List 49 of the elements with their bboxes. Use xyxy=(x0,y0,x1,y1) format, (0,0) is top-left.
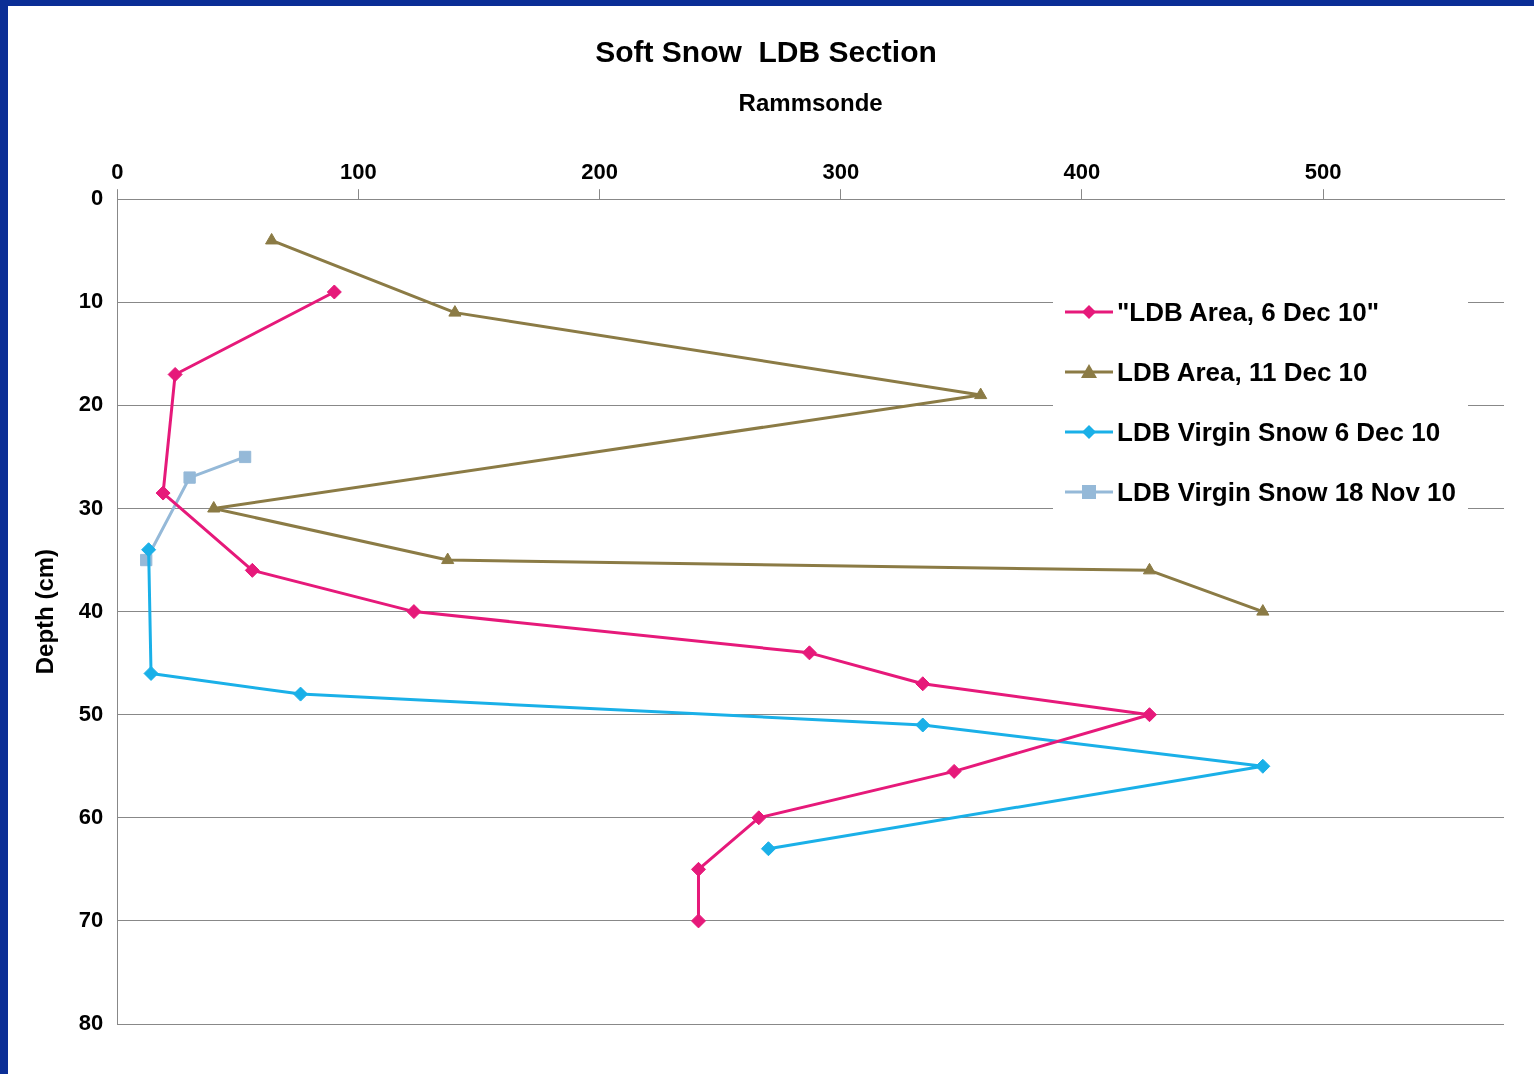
x-tick-label: 0 xyxy=(111,159,124,185)
point xyxy=(915,717,931,733)
point xyxy=(441,552,455,565)
point xyxy=(143,665,159,681)
point xyxy=(326,284,342,300)
x-tick-label: 400 xyxy=(1063,159,1101,185)
legend-label: LDB Virgin Snow 6 Dec 10 xyxy=(1117,416,1441,448)
y-tick-label: 0 xyxy=(91,185,104,211)
point xyxy=(690,913,706,929)
y-tick-label: 10 xyxy=(78,288,104,314)
point xyxy=(244,562,260,578)
x-tick-label: 300 xyxy=(822,159,860,185)
point xyxy=(1141,707,1157,723)
x-axis-title: Rammsonde xyxy=(738,89,883,117)
x-tick-label: 100 xyxy=(340,159,377,185)
point xyxy=(155,485,171,501)
y-tick-label: 20 xyxy=(78,391,104,417)
point xyxy=(690,861,706,877)
x-tick-label: 500 xyxy=(1304,159,1342,185)
point xyxy=(207,501,221,513)
point xyxy=(1256,604,1270,616)
point xyxy=(238,450,252,464)
point xyxy=(974,387,988,400)
y-tick-label: 80 xyxy=(78,1010,104,1036)
point xyxy=(751,810,767,826)
point xyxy=(141,542,157,558)
point xyxy=(760,841,776,857)
point xyxy=(293,686,309,702)
point xyxy=(448,305,462,317)
point xyxy=(406,604,422,620)
point xyxy=(915,676,931,692)
point xyxy=(946,763,962,779)
x-tick-label: 200 xyxy=(581,159,618,185)
point xyxy=(801,645,817,661)
legend-label: LDB Virgin Snow 18 Nov 10 xyxy=(1117,476,1457,508)
point xyxy=(1142,562,1157,575)
chart-title: Soft Snow LDB Section xyxy=(595,35,937,69)
y-tick-label: 50 xyxy=(78,700,104,726)
y-tick-label: 60 xyxy=(78,803,104,829)
y-tick-label: 30 xyxy=(78,494,104,520)
y-tick-label: 70 xyxy=(78,906,104,932)
point xyxy=(265,232,279,245)
legend-label: LDB Area, 11 Dec 10 xyxy=(1117,356,1368,388)
point xyxy=(183,471,196,484)
point xyxy=(167,366,183,382)
point xyxy=(1255,758,1271,774)
y-axis-title: Depth (cm) xyxy=(31,548,59,675)
legend-label: "LDB Area, 6 Dec 10" xyxy=(1117,296,1380,328)
y-tick-label: 40 xyxy=(78,597,104,623)
